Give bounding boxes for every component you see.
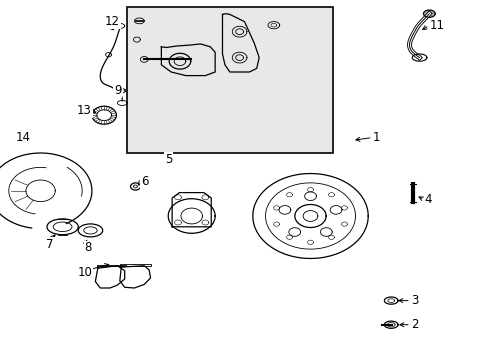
Text: 11: 11 xyxy=(428,19,444,32)
Text: 4: 4 xyxy=(424,193,431,206)
Text: 7: 7 xyxy=(46,238,54,251)
Text: 5: 5 xyxy=(164,153,172,166)
Text: 12: 12 xyxy=(105,15,120,28)
Text: 10: 10 xyxy=(77,266,92,279)
FancyBboxPatch shape xyxy=(127,7,332,153)
Text: 13: 13 xyxy=(77,104,92,117)
Text: 14: 14 xyxy=(16,131,31,144)
Text: 1: 1 xyxy=(372,131,379,144)
Text: 9: 9 xyxy=(114,84,121,97)
Text: 6: 6 xyxy=(141,175,148,188)
Text: 2: 2 xyxy=(410,318,417,331)
Text: 8: 8 xyxy=(84,241,91,254)
Polygon shape xyxy=(423,10,434,17)
Text: 3: 3 xyxy=(410,294,417,307)
